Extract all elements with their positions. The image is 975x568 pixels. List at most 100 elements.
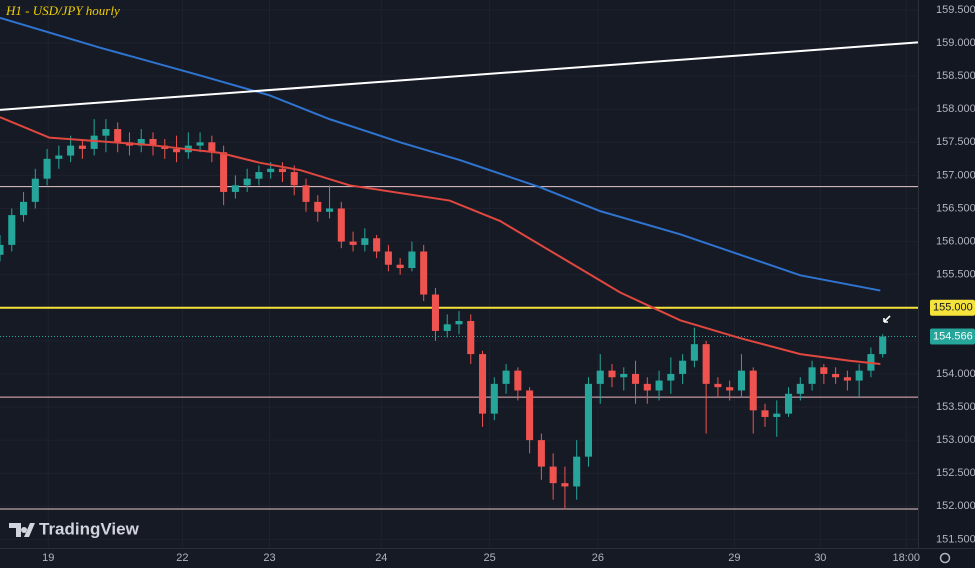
candle-body [361, 238, 369, 245]
x-tick-label: 22 [176, 552, 188, 564]
x-tick-label: 23 [263, 552, 275, 564]
candle-body [396, 264, 404, 269]
candle-body [526, 390, 534, 441]
candle-body [785, 393, 793, 414]
candle-body [431, 294, 439, 331]
candle-body [773, 413, 781, 417]
y-tick-label: 157.000 [936, 169, 975, 181]
candle-body [632, 373, 640, 384]
candle-body [490, 383, 498, 414]
y-tick-label: 159.000 [936, 37, 975, 49]
candle-body [808, 367, 816, 384]
candle-body [290, 172, 298, 186]
chart-title: H1 - USD/JPY hourly [5, 3, 120, 18]
x-tick-label: 30 [814, 552, 826, 564]
candle-body [620, 373, 628, 378]
candle-body [832, 373, 840, 378]
candle-body [443, 324, 451, 331]
price-axis [919, 0, 975, 568]
candle-body [679, 360, 687, 374]
candle-body [278, 168, 286, 173]
candle-body [796, 383, 804, 394]
candle-body [420, 251, 428, 295]
candle-body [702, 344, 710, 384]
x-tick-label: 26 [592, 552, 604, 564]
candle-body [455, 320, 463, 325]
candle-body [373, 238, 381, 252]
x-tick-label: 19 [42, 552, 54, 564]
candle-body [55, 155, 63, 159]
settings-gear[interactable] [939, 552, 951, 564]
candle-body [502, 370, 510, 384]
candle-body [78, 145, 86, 149]
price-tag-label: 155.000 [933, 302, 973, 314]
candle-body [690, 344, 698, 361]
candle-body [549, 466, 557, 484]
candle-body [208, 142, 216, 153]
candle-body [584, 383, 592, 457]
candle-body [0, 244, 4, 255]
candle-body [302, 185, 310, 202]
y-tick-label: 156.000 [936, 235, 975, 247]
candle-body [408, 251, 416, 269]
candle-body [231, 185, 239, 192]
y-tick-label: 152.500 [936, 467, 975, 479]
candle-body [514, 370, 522, 391]
x-tick-label: 24 [375, 552, 387, 564]
y-tick-label: 153.500 [936, 401, 975, 413]
candle-body [384, 251, 392, 265]
candle-body [726, 387, 734, 391]
candle-body [90, 135, 98, 149]
candle-body [761, 410, 769, 417]
candle-body [667, 373, 675, 381]
candle-body [8, 215, 16, 245]
candle-body [267, 168, 275, 173]
logo: TradingView [9, 519, 140, 538]
y-tick-label: 152.000 [936, 500, 975, 512]
candle-body [643, 383, 651, 391]
candle-body [714, 383, 722, 388]
candle-body [337, 208, 345, 242]
candle-body [255, 172, 263, 179]
x-tick-label: 25 [483, 552, 495, 564]
candle-body [843, 377, 851, 381]
candle-body [479, 354, 487, 414]
candle-body [596, 370, 604, 384]
candle-body [43, 158, 51, 179]
candle-body [855, 370, 863, 381]
arrow-icon [883, 315, 891, 323]
settings-icon[interactable] [939, 552, 951, 564]
last-price-tag [930, 328, 975, 345]
candle-body [114, 129, 122, 143]
indicator-line [0, 16, 881, 292]
y-tick-label: 158.000 [936, 103, 975, 115]
candle-body [243, 178, 251, 186]
candle-body [561, 483, 569, 487]
candle-body [467, 320, 475, 355]
candle-body [537, 440, 545, 467]
candle-body [67, 145, 75, 156]
candle-body [737, 370, 745, 391]
candle-body [31, 178, 39, 202]
candle-body [608, 370, 616, 378]
last-price-label: 154.566 [933, 330, 973, 342]
candle-body [749, 370, 757, 411]
candle-body [220, 152, 228, 192]
candle-body [879, 336, 887, 355]
candle-body [196, 142, 204, 146]
logo-icon [9, 523, 35, 537]
candle-body [173, 148, 181, 153]
y-tick-label: 156.500 [936, 202, 975, 214]
indicator-line [0, 41, 919, 111]
x-tick-label: 18:00 [892, 552, 920, 564]
candle-body [137, 138, 145, 146]
indicator-line [0, 116, 881, 366]
y-tick-label: 157.500 [936, 136, 975, 148]
y-tick-label: 159.500 [936, 4, 975, 16]
candle-body [20, 201, 28, 216]
y-tick-label: 155.500 [936, 269, 975, 281]
candle-body [573, 456, 581, 487]
